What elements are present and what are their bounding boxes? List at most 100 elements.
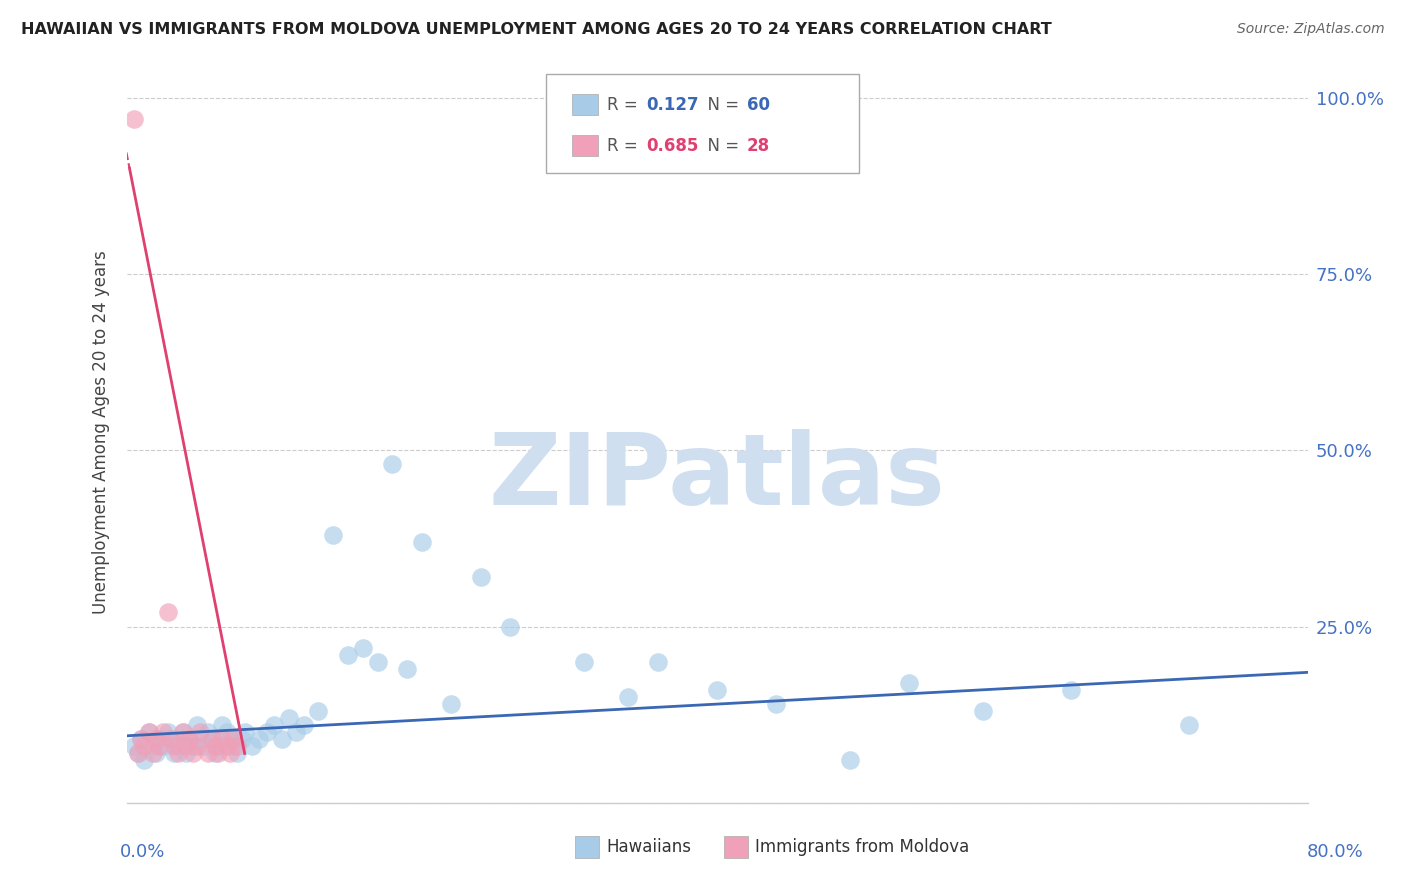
Point bbox=[211, 732, 233, 747]
Point bbox=[574, 655, 596, 669]
Point bbox=[201, 732, 224, 747]
Point bbox=[1178, 718, 1201, 732]
Point bbox=[352, 640, 374, 655]
Point bbox=[148, 732, 170, 747]
Point bbox=[197, 725, 219, 739]
Point bbox=[145, 732, 167, 747]
Point bbox=[308, 704, 330, 718]
Point bbox=[278, 711, 301, 725]
Point bbox=[322, 528, 344, 542]
Point bbox=[222, 732, 245, 747]
Text: Hawaiians: Hawaiians bbox=[606, 838, 690, 856]
Point bbox=[215, 725, 238, 739]
Point bbox=[617, 690, 640, 704]
Point bbox=[270, 732, 292, 747]
Point bbox=[367, 655, 389, 669]
Bar bbox=[724, 836, 748, 858]
Point bbox=[201, 732, 224, 747]
Point bbox=[838, 754, 860, 768]
Point bbox=[197, 747, 219, 761]
Point bbox=[233, 725, 256, 739]
Point bbox=[172, 725, 194, 739]
Point bbox=[163, 747, 186, 761]
Point bbox=[167, 739, 190, 754]
Point bbox=[211, 718, 233, 732]
Point bbox=[138, 725, 160, 739]
Point bbox=[152, 739, 174, 754]
Point bbox=[122, 112, 145, 126]
Point bbox=[122, 739, 145, 754]
Text: R =: R = bbox=[607, 96, 643, 114]
Text: 0.0%: 0.0% bbox=[120, 843, 165, 861]
Point bbox=[145, 747, 167, 761]
Point bbox=[174, 747, 197, 761]
Point bbox=[188, 732, 212, 747]
Point bbox=[148, 739, 170, 754]
Point bbox=[972, 704, 994, 718]
Point bbox=[222, 739, 245, 754]
Text: 60: 60 bbox=[747, 96, 769, 114]
Point bbox=[186, 739, 208, 754]
Point bbox=[226, 739, 249, 754]
Point bbox=[706, 683, 728, 698]
Point bbox=[381, 458, 404, 472]
Point bbox=[207, 739, 229, 754]
Text: Immigrants from Moldova: Immigrants from Moldova bbox=[755, 838, 969, 856]
Point bbox=[207, 747, 229, 761]
Point bbox=[396, 662, 419, 676]
Point bbox=[127, 747, 149, 761]
Point bbox=[411, 535, 433, 549]
Point bbox=[129, 732, 153, 747]
Point bbox=[440, 697, 463, 711]
Point bbox=[337, 648, 360, 662]
Point bbox=[129, 732, 153, 747]
Point bbox=[127, 747, 149, 761]
Point bbox=[177, 732, 200, 747]
Point bbox=[193, 739, 215, 754]
Point bbox=[174, 739, 197, 754]
Point bbox=[647, 655, 669, 669]
Point bbox=[204, 739, 226, 754]
Point bbox=[215, 739, 238, 754]
Point bbox=[156, 606, 179, 620]
Point bbox=[765, 697, 787, 711]
Point bbox=[188, 725, 212, 739]
Point bbox=[172, 725, 194, 739]
Point bbox=[256, 725, 278, 739]
Point bbox=[285, 725, 308, 739]
Point bbox=[138, 725, 160, 739]
Point bbox=[186, 718, 208, 732]
Text: N =: N = bbox=[697, 137, 744, 155]
Text: 0.685: 0.685 bbox=[647, 137, 699, 155]
Text: R =: R = bbox=[607, 137, 643, 155]
Point bbox=[499, 619, 522, 633]
Bar bbox=[572, 95, 598, 115]
Point bbox=[181, 747, 204, 761]
Text: 0.127: 0.127 bbox=[647, 96, 699, 114]
Text: 28: 28 bbox=[747, 137, 769, 155]
Text: 80.0%: 80.0% bbox=[1308, 843, 1364, 861]
Bar bbox=[572, 135, 598, 156]
Point bbox=[1060, 683, 1083, 698]
Y-axis label: Unemployment Among Ages 20 to 24 years: Unemployment Among Ages 20 to 24 years bbox=[91, 251, 110, 615]
Bar bbox=[575, 836, 599, 858]
Point bbox=[163, 739, 186, 754]
Point bbox=[142, 739, 165, 754]
Point bbox=[167, 747, 190, 761]
Point bbox=[204, 747, 226, 761]
Point bbox=[292, 718, 315, 732]
Point bbox=[231, 732, 253, 747]
Text: Source: ZipAtlas.com: Source: ZipAtlas.com bbox=[1237, 22, 1385, 37]
Text: N =: N = bbox=[697, 96, 744, 114]
Point bbox=[263, 718, 285, 732]
Point bbox=[134, 739, 156, 754]
Point bbox=[181, 739, 204, 754]
Point bbox=[142, 747, 165, 761]
Point bbox=[152, 725, 174, 739]
Point bbox=[177, 732, 200, 747]
Point bbox=[134, 754, 156, 768]
Point bbox=[470, 570, 492, 584]
Point bbox=[249, 732, 271, 747]
Point bbox=[226, 747, 249, 761]
FancyBboxPatch shape bbox=[546, 73, 859, 173]
